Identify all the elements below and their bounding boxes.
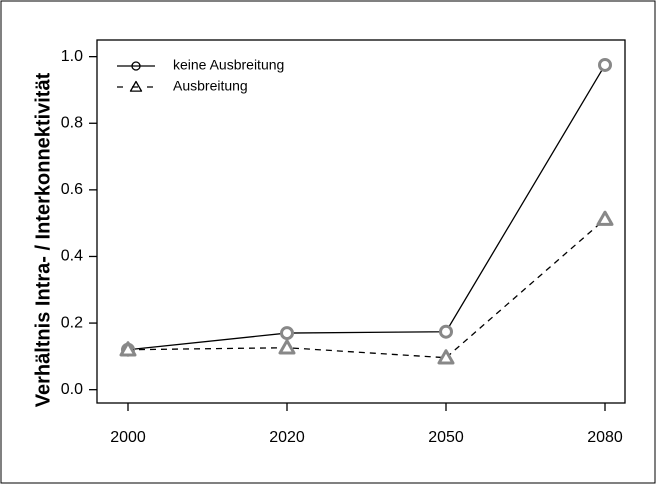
y-tick-label: 0.6 (61, 181, 83, 198)
point (280, 326, 294, 341)
y-axis-label: Verhältnis Intra- / Interkonnektivität (32, 72, 54, 407)
y-tick-label: 1.0 (61, 48, 83, 65)
y-tick-label: 0.2 (61, 314, 83, 331)
point (598, 57, 612, 72)
series-line (127, 218, 606, 359)
plot-box (96, 39, 626, 404)
legend-marker (129, 80, 143, 92)
point (119, 341, 137, 357)
x-tick-label: 2080 (587, 429, 623, 446)
y-tick-label: 0.4 (61, 248, 83, 265)
point (439, 324, 453, 339)
x-tick-label: 2020 (269, 429, 305, 446)
legend-marker (131, 61, 141, 71)
x-tick-label: 2050 (428, 429, 464, 446)
legend-label: Ausbreitung (173, 78, 248, 94)
point (437, 349, 455, 365)
legend-label: keine Ausbreitung (173, 57, 284, 73)
x-tick-label: 2000 (110, 429, 146, 446)
y-tick-label: 0.0 (61, 381, 83, 398)
series-line (127, 64, 606, 351)
point (278, 339, 296, 355)
y-tick-label: 0.8 (61, 114, 83, 131)
point (596, 210, 614, 226)
